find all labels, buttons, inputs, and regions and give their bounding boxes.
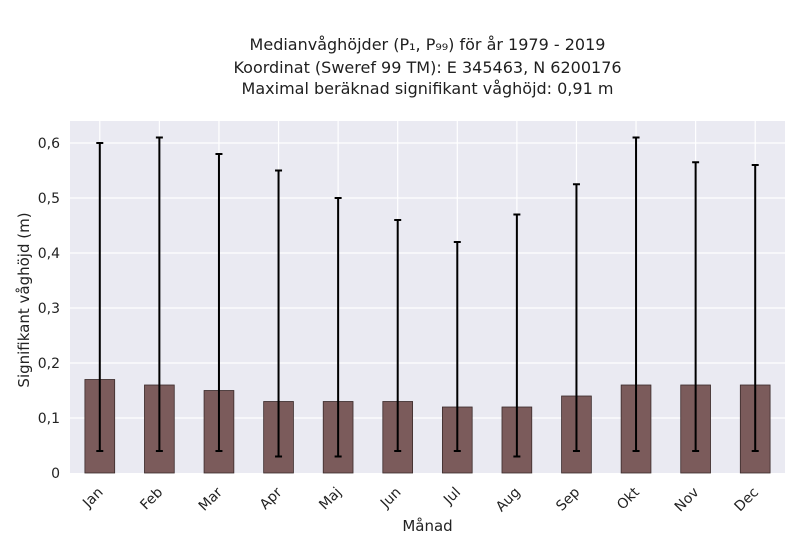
y-tick-label: 0,2 (38, 356, 60, 372)
x-tick-label: Sep (553, 484, 583, 514)
error-bars (96, 136, 759, 458)
x-tick-labels: Jan Feb Mar Apr Maj Jun Jul Aug Sep Okt Nov Dec (79, 484, 762, 515)
x-tick-label: Nov (672, 485, 703, 516)
x-tick-label: Mar (196, 484, 226, 514)
x-tick-label: Jul (440, 485, 464, 509)
y-tick-labels: 0 0,1 0,2 0,3 0,4 0,5 0,6 (38, 136, 60, 482)
y-tick-label: 0,1 (38, 411, 60, 427)
y-tick-label: 0,4 (38, 246, 60, 262)
x-tick-label: Jan (79, 485, 106, 512)
y-tick-label: 0,6 (38, 136, 60, 152)
chart-title-line-2: Koordinat (Sweref 99 TM): E 345463, N 62… (233, 58, 622, 77)
chart-title-line-3: Maximal beräknad signifikant våghöjd: 0,… (241, 79, 614, 98)
y-tick-label: 0 (51, 466, 60, 482)
y-tick-label: 0,5 (38, 191, 60, 207)
x-tick-label: Aug (493, 485, 524, 516)
x-tick-label: Dec (732, 485, 762, 515)
x-axis-label: Månad (402, 517, 452, 535)
plot-area (70, 121, 785, 473)
y-tick-label: 0,3 (38, 301, 60, 317)
x-tick-label: Feb (137, 484, 166, 513)
x-tick-label: Jun (377, 485, 404, 512)
chart-title-line-1: Medianvåghöjder (P₁, P₉₉) för år 1979 - … (249, 35, 606, 54)
y-axis-label: Signifikant våghöjd (m) (15, 212, 33, 387)
x-tick-label: Maj (316, 485, 345, 514)
x-tick-label: Apr (257, 484, 286, 513)
x-tick-label: Okt (614, 484, 643, 513)
